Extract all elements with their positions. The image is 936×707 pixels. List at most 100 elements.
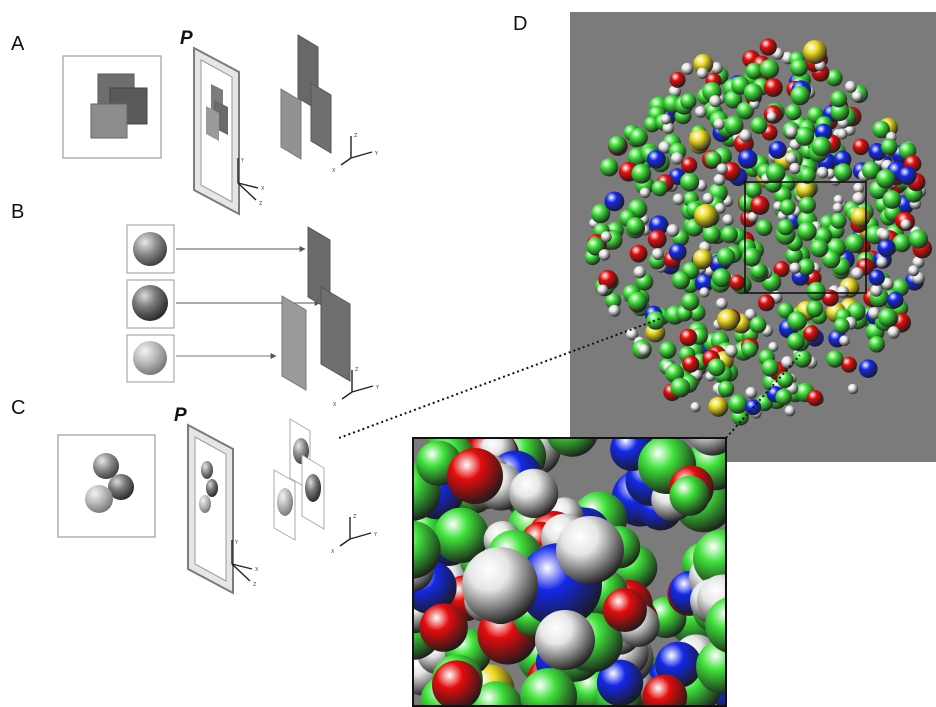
nitrogen-atom xyxy=(859,359,878,379)
hydrogen-atom xyxy=(598,249,611,261)
sphere-3 xyxy=(133,341,167,375)
zoom-inset-frame xyxy=(412,437,727,707)
zoom-region-box xyxy=(744,181,867,294)
carbon-atom xyxy=(680,172,700,192)
oxygen-atom xyxy=(852,138,870,156)
hydrogen-atom xyxy=(672,193,685,206)
carbon-atom xyxy=(724,90,743,109)
layer-plane-b2 xyxy=(281,295,307,391)
zoomed-molecule xyxy=(413,438,726,707)
carbon-atom xyxy=(433,507,489,563)
square-front xyxy=(90,103,128,139)
oxygen-atom xyxy=(803,325,820,342)
hydrogen-atom xyxy=(847,383,859,395)
carbon-atom xyxy=(547,438,598,457)
carbon-atom xyxy=(627,291,648,312)
carbon-atom xyxy=(712,268,731,288)
sulfur-atom xyxy=(708,396,729,417)
carbon-atom xyxy=(693,529,726,588)
oxygen-atom xyxy=(679,328,698,347)
panel-a-label: A xyxy=(11,33,25,55)
panel-c: C P Y X Z Z Y X xyxy=(11,397,378,595)
carbon-atom xyxy=(833,317,850,334)
projected-square-3 xyxy=(206,106,219,141)
world-axis-y-c: Y xyxy=(373,532,378,538)
oxygen-atom xyxy=(598,269,618,290)
scene-frame-c xyxy=(57,434,156,538)
oxygen-atom xyxy=(642,674,688,707)
hydrogen-atom xyxy=(651,248,664,261)
hydrogen-atom xyxy=(908,265,920,277)
carbon-atom xyxy=(741,341,758,358)
carbon-atom xyxy=(716,247,736,267)
hydrogen-atom xyxy=(688,438,726,456)
carbon-atom xyxy=(670,377,691,398)
carbon-atom xyxy=(520,668,578,707)
carbon-atom xyxy=(750,263,767,280)
sphere-2 xyxy=(132,285,168,321)
carbon-atom xyxy=(469,681,524,707)
hydrogen-atom xyxy=(851,90,864,103)
nitrogen-atom xyxy=(604,191,625,212)
carbon-atom xyxy=(777,219,794,236)
camera-axis-z-a: Z xyxy=(259,201,263,207)
projection-plane-label-a: P xyxy=(180,28,193,49)
oxygen-atom xyxy=(432,660,482,707)
world-axis-x-b: X xyxy=(333,402,337,408)
world-axis-z-b: Z xyxy=(355,367,359,373)
hydrogen-atom xyxy=(600,231,612,243)
layer-sphere-c2 xyxy=(277,488,293,516)
hydrogen-atom xyxy=(870,284,883,297)
panel-b: B Z Y X xyxy=(11,201,380,408)
projected-sphere-2 xyxy=(206,479,218,497)
oxygen-atom xyxy=(647,229,667,249)
hydrogen-atom xyxy=(626,328,639,341)
carbon-atom xyxy=(646,311,665,330)
panel-c-label: C xyxy=(11,397,25,419)
carbon-atom xyxy=(797,258,815,276)
nitrogen-atom xyxy=(669,243,687,261)
carbon-atom xyxy=(626,217,645,236)
hydrogen-atom xyxy=(696,67,709,79)
camera-axes-c xyxy=(231,540,253,582)
hydrogen-atom xyxy=(833,194,844,205)
carbon-atom xyxy=(826,350,844,368)
carbon-atom xyxy=(775,388,792,406)
oxygen-atom xyxy=(841,356,857,373)
carbon-atom xyxy=(846,302,866,322)
hydrogen-atom xyxy=(556,516,624,584)
sulfur-atom xyxy=(692,249,713,270)
carbon-atom xyxy=(806,281,826,301)
hydrogen-atom xyxy=(535,610,595,670)
hydrogen-atom xyxy=(722,214,734,226)
hydrogen-atom xyxy=(900,219,912,230)
oxygen-atom xyxy=(681,157,698,174)
oxygen-atom xyxy=(759,38,777,56)
oxygen-atom xyxy=(419,603,468,652)
nitrogen-atom xyxy=(648,215,669,235)
world-axis-x-a: X xyxy=(332,168,336,174)
carbon-atom xyxy=(745,181,762,199)
nitrogen-atom xyxy=(647,150,666,169)
projection-plane-inner-c xyxy=(194,436,227,582)
carbon-atom xyxy=(707,358,726,377)
carbon-atom xyxy=(790,85,810,106)
world-axis-y-b: Y xyxy=(375,385,380,391)
carbon-atom xyxy=(750,116,768,134)
nitrogen-atom xyxy=(768,140,787,159)
carbon-atom xyxy=(806,300,824,318)
hydrogen-atom xyxy=(816,166,829,179)
hydrogen-atom xyxy=(744,308,757,321)
carbon-atom xyxy=(749,316,767,334)
world-axis-y-a: Y xyxy=(374,151,379,157)
projection-plane-label-c: P xyxy=(174,405,187,426)
oxygen-atom xyxy=(773,261,790,278)
nitrogen-atom xyxy=(694,273,715,293)
carbon-atom xyxy=(785,103,802,121)
carbon-atom xyxy=(795,126,815,146)
hydrogen-atom xyxy=(710,62,723,75)
hydrogen-atom xyxy=(509,468,559,518)
hydrogen-atom xyxy=(725,344,738,358)
nitrogen-atom xyxy=(898,166,917,185)
oxygen-atom xyxy=(682,355,700,373)
